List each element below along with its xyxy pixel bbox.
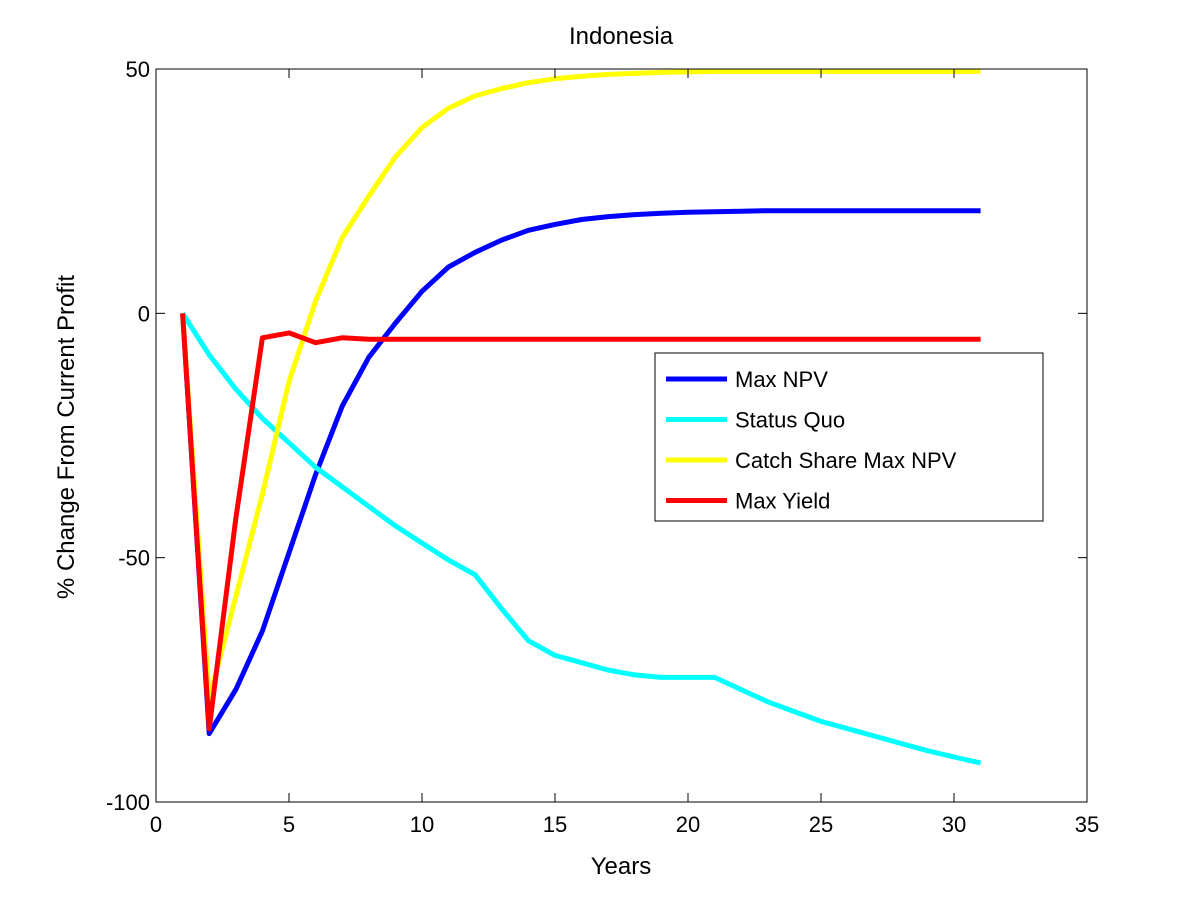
- legend-item: Max NPV: [666, 367, 828, 392]
- legend-label: Catch Share Max NPV: [735, 448, 957, 473]
- chart-title: Indonesia: [569, 23, 674, 50]
- series-line-status-quo: [180, 311, 982, 766]
- x-tick-label: 15: [543, 812, 567, 837]
- legend-item: Max Yield: [666, 489, 830, 514]
- legend-label: Max NPV: [735, 367, 828, 392]
- y-axis-title: % Change From Current Profit: [53, 275, 80, 599]
- series-layer: [180, 68, 982, 766]
- ticks-layer: 0 5 10 15 20 25 30 35 50 0 -50 -100: [106, 57, 1099, 837]
- x-tick-label: 10: [410, 812, 434, 837]
- x-tick-label: 30: [942, 812, 966, 837]
- series-line-max-npv: [180, 208, 981, 737]
- y-tick-label: -100: [106, 790, 150, 815]
- legend-item: Catch Share Max NPV: [666, 448, 957, 473]
- x-tick-label: 5: [283, 812, 295, 837]
- x-tick-label: 0: [150, 812, 162, 837]
- y-tick-label: 50: [126, 57, 150, 82]
- y-tick-label: -50: [118, 546, 150, 571]
- legend-label: Status Quo: [735, 408, 845, 433]
- x-axis-title: Years: [591, 853, 652, 880]
- legend: Max NPV Status Quo Catch Share Max NPV Max …: [654, 352, 1044, 522]
- series-line-catch-share-max-npv: [180, 68, 981, 702]
- plot-frame: [155, 68, 1088, 803]
- x-tick-label: 35: [1075, 812, 1099, 837]
- legend-item: Status Quo: [666, 408, 845, 433]
- x-tick-label: 25: [809, 812, 833, 837]
- legend-label: Max Yield: [735, 489, 830, 514]
- y-tick-label: 0: [138, 301, 150, 326]
- series-line-max-yield: [180, 313, 981, 732]
- x-tick-label: 20: [676, 812, 700, 837]
